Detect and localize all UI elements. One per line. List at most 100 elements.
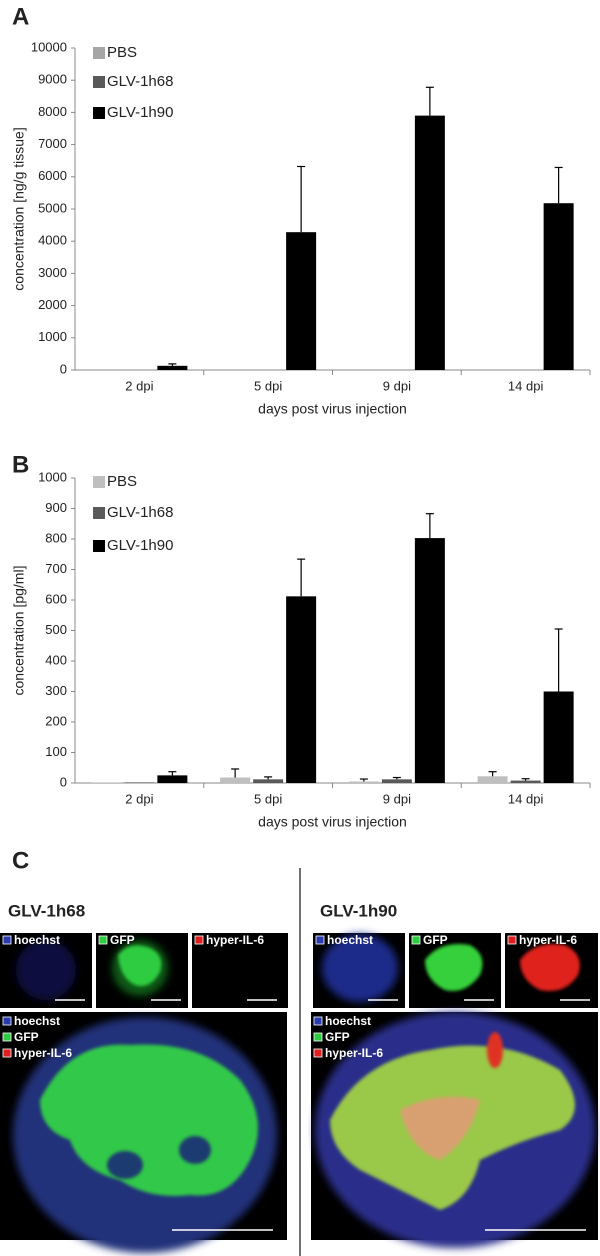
image-il6-right bbox=[505, 933, 598, 1008]
panel-label: A bbox=[12, 3, 29, 30]
x-tick-label: 5 dpi bbox=[254, 791, 282, 806]
y-tick-label: 1000 bbox=[38, 469, 67, 484]
y-axis-title: concentration [ng/g tissue] bbox=[11, 127, 27, 290]
channel-label: hyper-IL-6 bbox=[14, 1046, 72, 1060]
image-gfp-left bbox=[96, 933, 188, 1008]
error-bar bbox=[231, 768, 240, 778]
legend-label: GLV-1h68 bbox=[107, 73, 173, 90]
image-overlay-right bbox=[311, 1012, 598, 1248]
bar bbox=[414, 538, 445, 783]
channel-swatch bbox=[2, 935, 12, 945]
error-bar bbox=[554, 628, 563, 692]
error-bar bbox=[168, 771, 177, 776]
y-tick-label: 3000 bbox=[38, 265, 67, 280]
image-overlay-left bbox=[0, 1012, 287, 1253]
error-bar bbox=[168, 363, 177, 366]
y-tick-label: 8000 bbox=[38, 104, 67, 119]
group-title: GLV-1h90 bbox=[320, 901, 397, 920]
image-il6-left bbox=[192, 933, 288, 1008]
error-bar bbox=[521, 778, 530, 781]
y-tick-label: 7000 bbox=[38, 136, 67, 151]
y-axis-title: concentration [pg/ml] bbox=[11, 566, 27, 696]
bar bbox=[157, 365, 188, 370]
error-bar bbox=[297, 558, 306, 597]
y-tick-label: 9000 bbox=[38, 72, 67, 87]
channel-label: GFP bbox=[14, 1030, 39, 1044]
legend-swatch bbox=[93, 476, 105, 488]
channel-swatch bbox=[2, 1048, 12, 1058]
error-bar bbox=[392, 776, 401, 780]
channel-label: hoechst bbox=[14, 1014, 60, 1028]
error-bar bbox=[359, 778, 368, 782]
channel-label: hyper-IL-6 bbox=[206, 933, 264, 947]
legend-swatch bbox=[93, 76, 105, 88]
bar bbox=[91, 782, 122, 783]
panel-label: B bbox=[12, 451, 29, 478]
channel-swatch bbox=[2, 1016, 12, 1026]
x-tick-label: 9 dpi bbox=[383, 791, 411, 806]
y-tick-label: 100 bbox=[45, 744, 67, 759]
channel-swatch bbox=[411, 935, 421, 945]
legend-label: PBS bbox=[107, 473, 137, 490]
y-tick-label: 2000 bbox=[38, 297, 67, 312]
y-tick-label: 6000 bbox=[38, 168, 67, 183]
bar bbox=[157, 775, 188, 783]
channel-label: GFP bbox=[110, 933, 135, 947]
y-tick-label: 200 bbox=[45, 713, 67, 728]
legend-label: GLV-1h68 bbox=[107, 504, 173, 521]
channel-swatch bbox=[2, 1032, 12, 1042]
bar bbox=[510, 780, 541, 783]
bar bbox=[253, 779, 284, 783]
y-tick-label: 5000 bbox=[38, 200, 67, 215]
y-tick-label: 600 bbox=[45, 591, 67, 606]
channel-label: hyper-IL-6 bbox=[325, 1046, 383, 1060]
x-tick-label: 2 dpi bbox=[125, 378, 153, 393]
x-tick-label: 14 dpi bbox=[508, 791, 544, 806]
legend-swatch bbox=[93, 507, 105, 519]
channel-label: hoechst bbox=[327, 933, 373, 947]
legend-label: PBS bbox=[107, 44, 137, 61]
image-hoechst-right bbox=[313, 933, 405, 1008]
channel-swatch bbox=[313, 1016, 323, 1026]
channel-swatch bbox=[313, 1048, 323, 1058]
legend-label: GLV-1h90 bbox=[107, 537, 173, 554]
bar bbox=[414, 115, 445, 371]
error-bar bbox=[425, 513, 434, 539]
y-tick-label: 0 bbox=[60, 774, 67, 789]
image-gfp-right bbox=[409, 933, 501, 1008]
panel-label: C bbox=[12, 847, 29, 874]
group-title: GLV-1h68 bbox=[8, 901, 85, 920]
error-bar bbox=[425, 86, 434, 116]
bar bbox=[286, 596, 317, 783]
channel-swatch bbox=[98, 935, 108, 945]
x-tick-label: 2 dpi bbox=[125, 791, 153, 806]
x-tick-label: 9 dpi bbox=[383, 378, 411, 393]
channel-label: hoechst bbox=[14, 933, 60, 947]
x-axis-title: days post virus injection bbox=[258, 814, 407, 830]
bar bbox=[124, 782, 155, 783]
legend-swatch bbox=[93, 107, 105, 119]
legend-swatch bbox=[93, 540, 105, 552]
channel-label: GFP bbox=[325, 1030, 350, 1044]
error-bar bbox=[264, 776, 273, 780]
y-tick-label: 10000 bbox=[31, 39, 67, 54]
y-tick-label: 700 bbox=[45, 561, 67, 576]
scale-bars bbox=[55, 999, 590, 1231]
bar bbox=[220, 777, 251, 783]
y-tick-label: 4000 bbox=[38, 233, 67, 248]
channel-label: hyper-IL-6 bbox=[519, 933, 577, 947]
y-tick-label: 500 bbox=[45, 622, 67, 637]
y-tick-label: 1000 bbox=[38, 329, 67, 344]
legend-swatch bbox=[93, 47, 105, 59]
channel-swatch bbox=[194, 935, 204, 945]
x-tick-label: 5 dpi bbox=[254, 378, 282, 393]
y-tick-label: 300 bbox=[45, 683, 67, 698]
y-tick-label: 800 bbox=[45, 530, 67, 545]
channel-label: hoechst bbox=[325, 1014, 371, 1028]
y-tick-label: 0 bbox=[60, 361, 67, 376]
bar bbox=[477, 776, 508, 783]
bar bbox=[381, 779, 412, 783]
legend-label: GLV-1h90 bbox=[107, 104, 173, 121]
bar bbox=[286, 232, 317, 370]
bar bbox=[543, 203, 574, 370]
